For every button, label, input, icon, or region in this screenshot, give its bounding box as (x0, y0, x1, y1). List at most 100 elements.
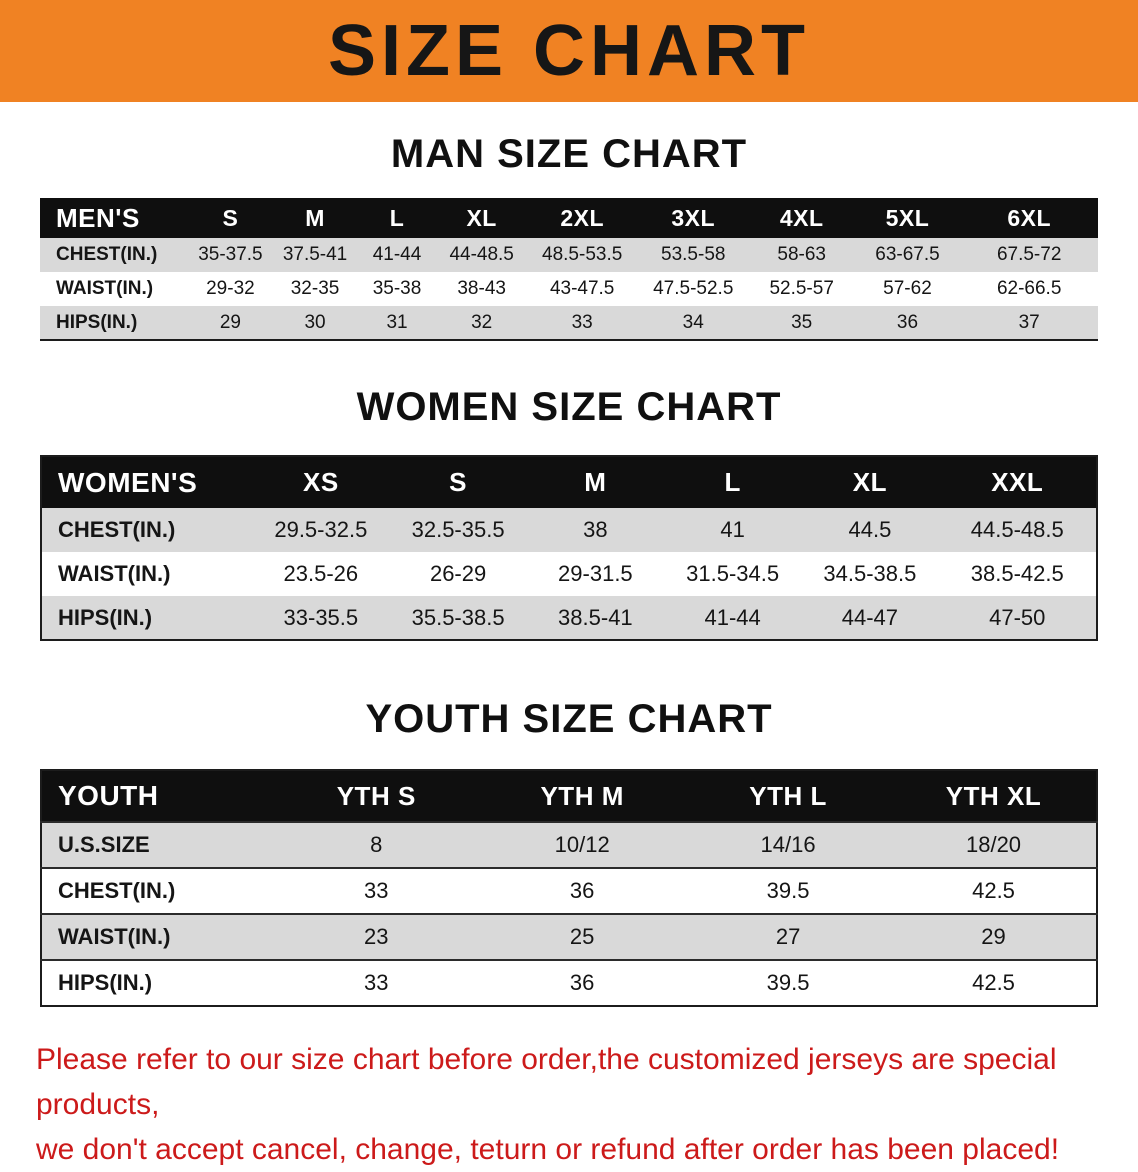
row-label: HIPS(IN.) (56, 311, 138, 333)
size-value-cell: 29-31.5 (558, 561, 633, 586)
size-column-header: YTH XL (891, 770, 1097, 822)
size-value-cell: 41 (720, 517, 745, 542)
size-value-cell: 47.5-52.5 (653, 278, 734, 299)
size-column-header: M (526, 456, 664, 508)
women-section-heading: WOMEN SIZE CHART (356, 385, 782, 429)
table-row: CHEST(IN.) 33 36 39.5 42.5 (41, 868, 1097, 914)
size-column-header: 2XL (526, 198, 638, 238)
size-value-cell: 33 (571, 311, 593, 333)
size-value-cell: 8 (370, 832, 383, 857)
size-column-header: XL (801, 456, 939, 508)
table-corner-label: YOUTH (41, 770, 274, 822)
size-value-cell: 52.5-57 (769, 278, 834, 299)
size-value-cell: 36 (569, 970, 595, 995)
size-value-cell: 34.5-38.5 (823, 561, 917, 586)
size-value-cell: 23.5-26 (283, 561, 359, 586)
size-value-cell: 37 (1018, 311, 1040, 333)
row-label: CHEST(IN.) (58, 517, 176, 542)
size-value-cell: 47-50 (989, 604, 1046, 630)
row-label: WAIST(IN.) (56, 278, 154, 299)
size-value-cell: 35 (791, 311, 813, 333)
banner-title: SIZE CHART (328, 11, 810, 91)
size-column-header: L (664, 456, 802, 508)
women-size-table: WOMEN'S XS S M L XL XXL CHEST(IN.) 29.5-32.5 32.5… (40, 455, 1098, 641)
size-value-cell: 58-63 (777, 244, 826, 265)
size-value-cell: 42.5 (972, 878, 1015, 903)
size-value-cell: 41-44 (372, 244, 422, 265)
row-label: WAIST(IN.) (58, 561, 171, 586)
table-row: HIPS(IN.) 33 36 39.5 42.5 (41, 960, 1097, 1006)
size-column-header: YTH M (479, 770, 686, 822)
size-column-header: YTH L (685, 770, 892, 822)
table-row: WAIST(IN.) 23 25 27 29 (41, 914, 1097, 960)
size-value-cell: 44-48.5 (449, 244, 514, 265)
size-column-header: L (357, 198, 437, 238)
size-value-cell: 39.5 (766, 970, 810, 995)
row-label: HIPS(IN.) (58, 604, 153, 630)
size-value-cell: 31 (386, 311, 408, 333)
table-header-row: WOMEN'S XS S M L XL XXL (41, 456, 1097, 508)
size-value-cell: 35-38 (372, 278, 422, 299)
size-column-header: YTH S (273, 770, 480, 822)
table-header-row: YOUTH YTH S YTH M YTH L YTH XL (41, 770, 1097, 822)
size-column-header: 3XL (637, 198, 749, 238)
size-value-cell: 14/16 (760, 832, 816, 857)
row-label: CHEST(IN.) (58, 878, 176, 903)
table-row: U.S.SIZE 8 10/12 14/16 18/20 (41, 822, 1097, 868)
row-label: U.S.SIZE (58, 832, 150, 857)
size-value-cell: 53.5-58 (661, 244, 726, 265)
youth-section-heading: YOUTH SIZE CHART (365, 697, 773, 741)
row-label: WAIST(IN.) (58, 924, 171, 949)
size-value-cell: 32-35 (290, 278, 340, 299)
disclaimer-line-1: Please refer to our size chart before or… (36, 1043, 1057, 1121)
size-column-header: 6XL (960, 198, 1098, 238)
men-size-table: MEN'S S M L XL 2XL 3XL 4XL 5XL 6XL CHEST(IN.) 35-37… (40, 198, 1098, 341)
size-value-cell: 42.5 (972, 970, 1015, 995)
table-header-row: MEN'S S M L XL 2XL 3XL 4XL 5XL 6XL (40, 198, 1098, 238)
disclaimer-line-2: we don't accept cancel, change, teturn o… (36, 1133, 1060, 1166)
size-value-cell: 38 (583, 517, 608, 542)
table-row: CHEST(IN.) 29.5-32.5 32.5-35.5 38 41 44.5 44.5… (41, 508, 1097, 552)
size-column-header: XL (436, 198, 527, 238)
table-row: CHEST(IN.) 35-37.5 37.5-41 41-44 44-48.5 48.5… (40, 238, 1098, 272)
row-label: CHEST(IN.) (56, 244, 158, 265)
table-row: HIPS(IN.) 29 30 31 32 33 34 35 36 37 (40, 306, 1098, 340)
table-row: HIPS(IN.) 33-35.5 35.5-38.5 38.5-41 41-44 44-… (41, 596, 1097, 640)
size-value-cell: 34 (682, 311, 704, 333)
size-value-cell: 67.5-72 (996, 244, 1062, 265)
table-corner-label: WOMEN'S (41, 456, 253, 508)
size-value-cell: 31.5-34.5 (686, 561, 780, 586)
size-value-cell: 62-66.5 (996, 278, 1062, 299)
size-column-header: 4XL (748, 198, 855, 238)
size-value-cell: 33 (364, 878, 389, 903)
size-value-cell: 29 (219, 311, 241, 333)
size-column-header: M (272, 198, 358, 238)
table-corner-label: MEN'S (40, 198, 189, 238)
size-value-cell: 29.5-32.5 (274, 517, 368, 542)
size-value-cell: 38-43 (457, 278, 506, 299)
size-column-header: XXL (938, 456, 1097, 508)
size-value-cell: 25 (569, 924, 595, 949)
youth-size-table: YOUTH YTH S YTH M YTH L YTH XL U.S.SIZE 8 10/12… (40, 769, 1098, 1007)
size-value-cell: 23 (364, 924, 389, 949)
size-value-cell: 26-29 (429, 561, 487, 586)
size-value-cell: 32 (471, 311, 493, 333)
size-value-cell: 10/12 (554, 832, 610, 857)
size-value-cell: 29 (981, 924, 1006, 949)
size-value-cell: 35-37.5 (198, 244, 263, 265)
size-value-cell: 29-32 (206, 278, 255, 299)
size-value-cell: 38.5-42.5 (970, 561, 1064, 586)
size-value-cell: 30 (304, 311, 326, 333)
size-value-cell: 63-67.5 (875, 244, 940, 265)
size-value-cell: 41-44 (704, 604, 761, 630)
table-row: WAIST(IN.) 29-32 32-35 35-38 38-43 43-47.5 47.… (40, 272, 1098, 306)
size-value-cell: 57-62 (883, 278, 932, 299)
size-value-cell: 38.5-41 (558, 604, 633, 630)
size-value-cell: 44.5-48.5 (970, 517, 1064, 542)
size-value-cell: 27 (775, 924, 801, 949)
size-value-cell: 35.5-38.5 (411, 604, 505, 630)
size-column-header: 5XL (854, 198, 961, 238)
size-value-cell: 39.5 (766, 878, 810, 903)
size-column-header: S (389, 456, 527, 508)
size-value-cell: 33 (364, 970, 389, 995)
